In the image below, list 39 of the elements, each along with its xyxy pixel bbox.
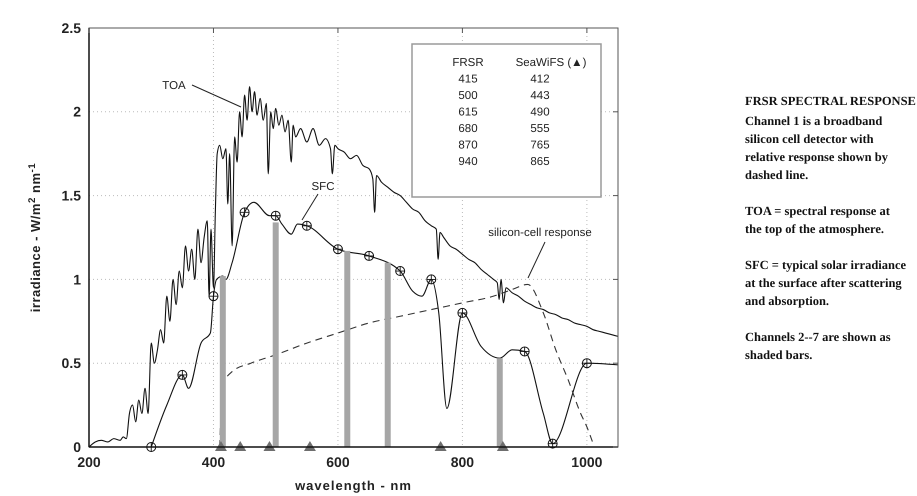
- annotation: 940: [458, 156, 478, 168]
- x-tick-label: 600: [326, 454, 350, 470]
- text: SFC: [312, 181, 334, 193]
- bar: [272, 222, 279, 447]
- x-tick-label: 1000: [571, 454, 603, 470]
- annotation: 443: [530, 90, 550, 102]
- annotation: 500: [458, 90, 478, 102]
- bar: [220, 276, 226, 447]
- annotation: 412: [530, 74, 550, 86]
- annotation: 490: [530, 106, 550, 118]
- annotation: FRSR: [452, 57, 484, 69]
- x-tick-label: 400: [202, 454, 226, 470]
- y-tick-label: 0.5: [62, 355, 82, 372]
- text: TOA = spectral response at the top of the atmosphere.: [745, 204, 891, 236]
- annotation: SeaWiFS (▲): [516, 57, 587, 69]
- annotation: 615: [458, 106, 478, 118]
- annotation: 765: [530, 140, 550, 152]
- y-tick-label: 2: [73, 104, 82, 120]
- text: TOA: [162, 80, 186, 92]
- x-axis-title: wavelength - nm: [294, 478, 412, 493]
- annotation: 680: [458, 123, 478, 135]
- annotation: 415: [458, 74, 478, 86]
- text: Channels 2--7 are shown as shaded bars.: [745, 330, 891, 362]
- annotation: 870: [458, 140, 478, 152]
- y-tick-label: 2.5: [62, 20, 82, 36]
- text: FRSR SPECTRAL RESPONSE: [745, 94, 916, 108]
- x-tick-label: 200: [77, 454, 101, 470]
- bar: [496, 358, 503, 447]
- x-tick-label: 800: [450, 454, 474, 470]
- y-tick-label: 0: [73, 438, 82, 455]
- bar: [384, 262, 391, 447]
- bar: [344, 250, 350, 447]
- text: Channel 1 is a broadband silicon cell detector with relative response shown by dashed line.: [745, 114, 889, 182]
- text: SFC = typical solar irradiance at the surface after scattering and absorption.: [745, 258, 906, 308]
- y-tick-label: 1: [73, 271, 82, 288]
- annotation: 555: [530, 123, 550, 135]
- text: silicon-cell response: [488, 227, 592, 239]
- y-tick-label: 1.5: [62, 188, 82, 204]
- annotation: 865: [530, 156, 550, 168]
